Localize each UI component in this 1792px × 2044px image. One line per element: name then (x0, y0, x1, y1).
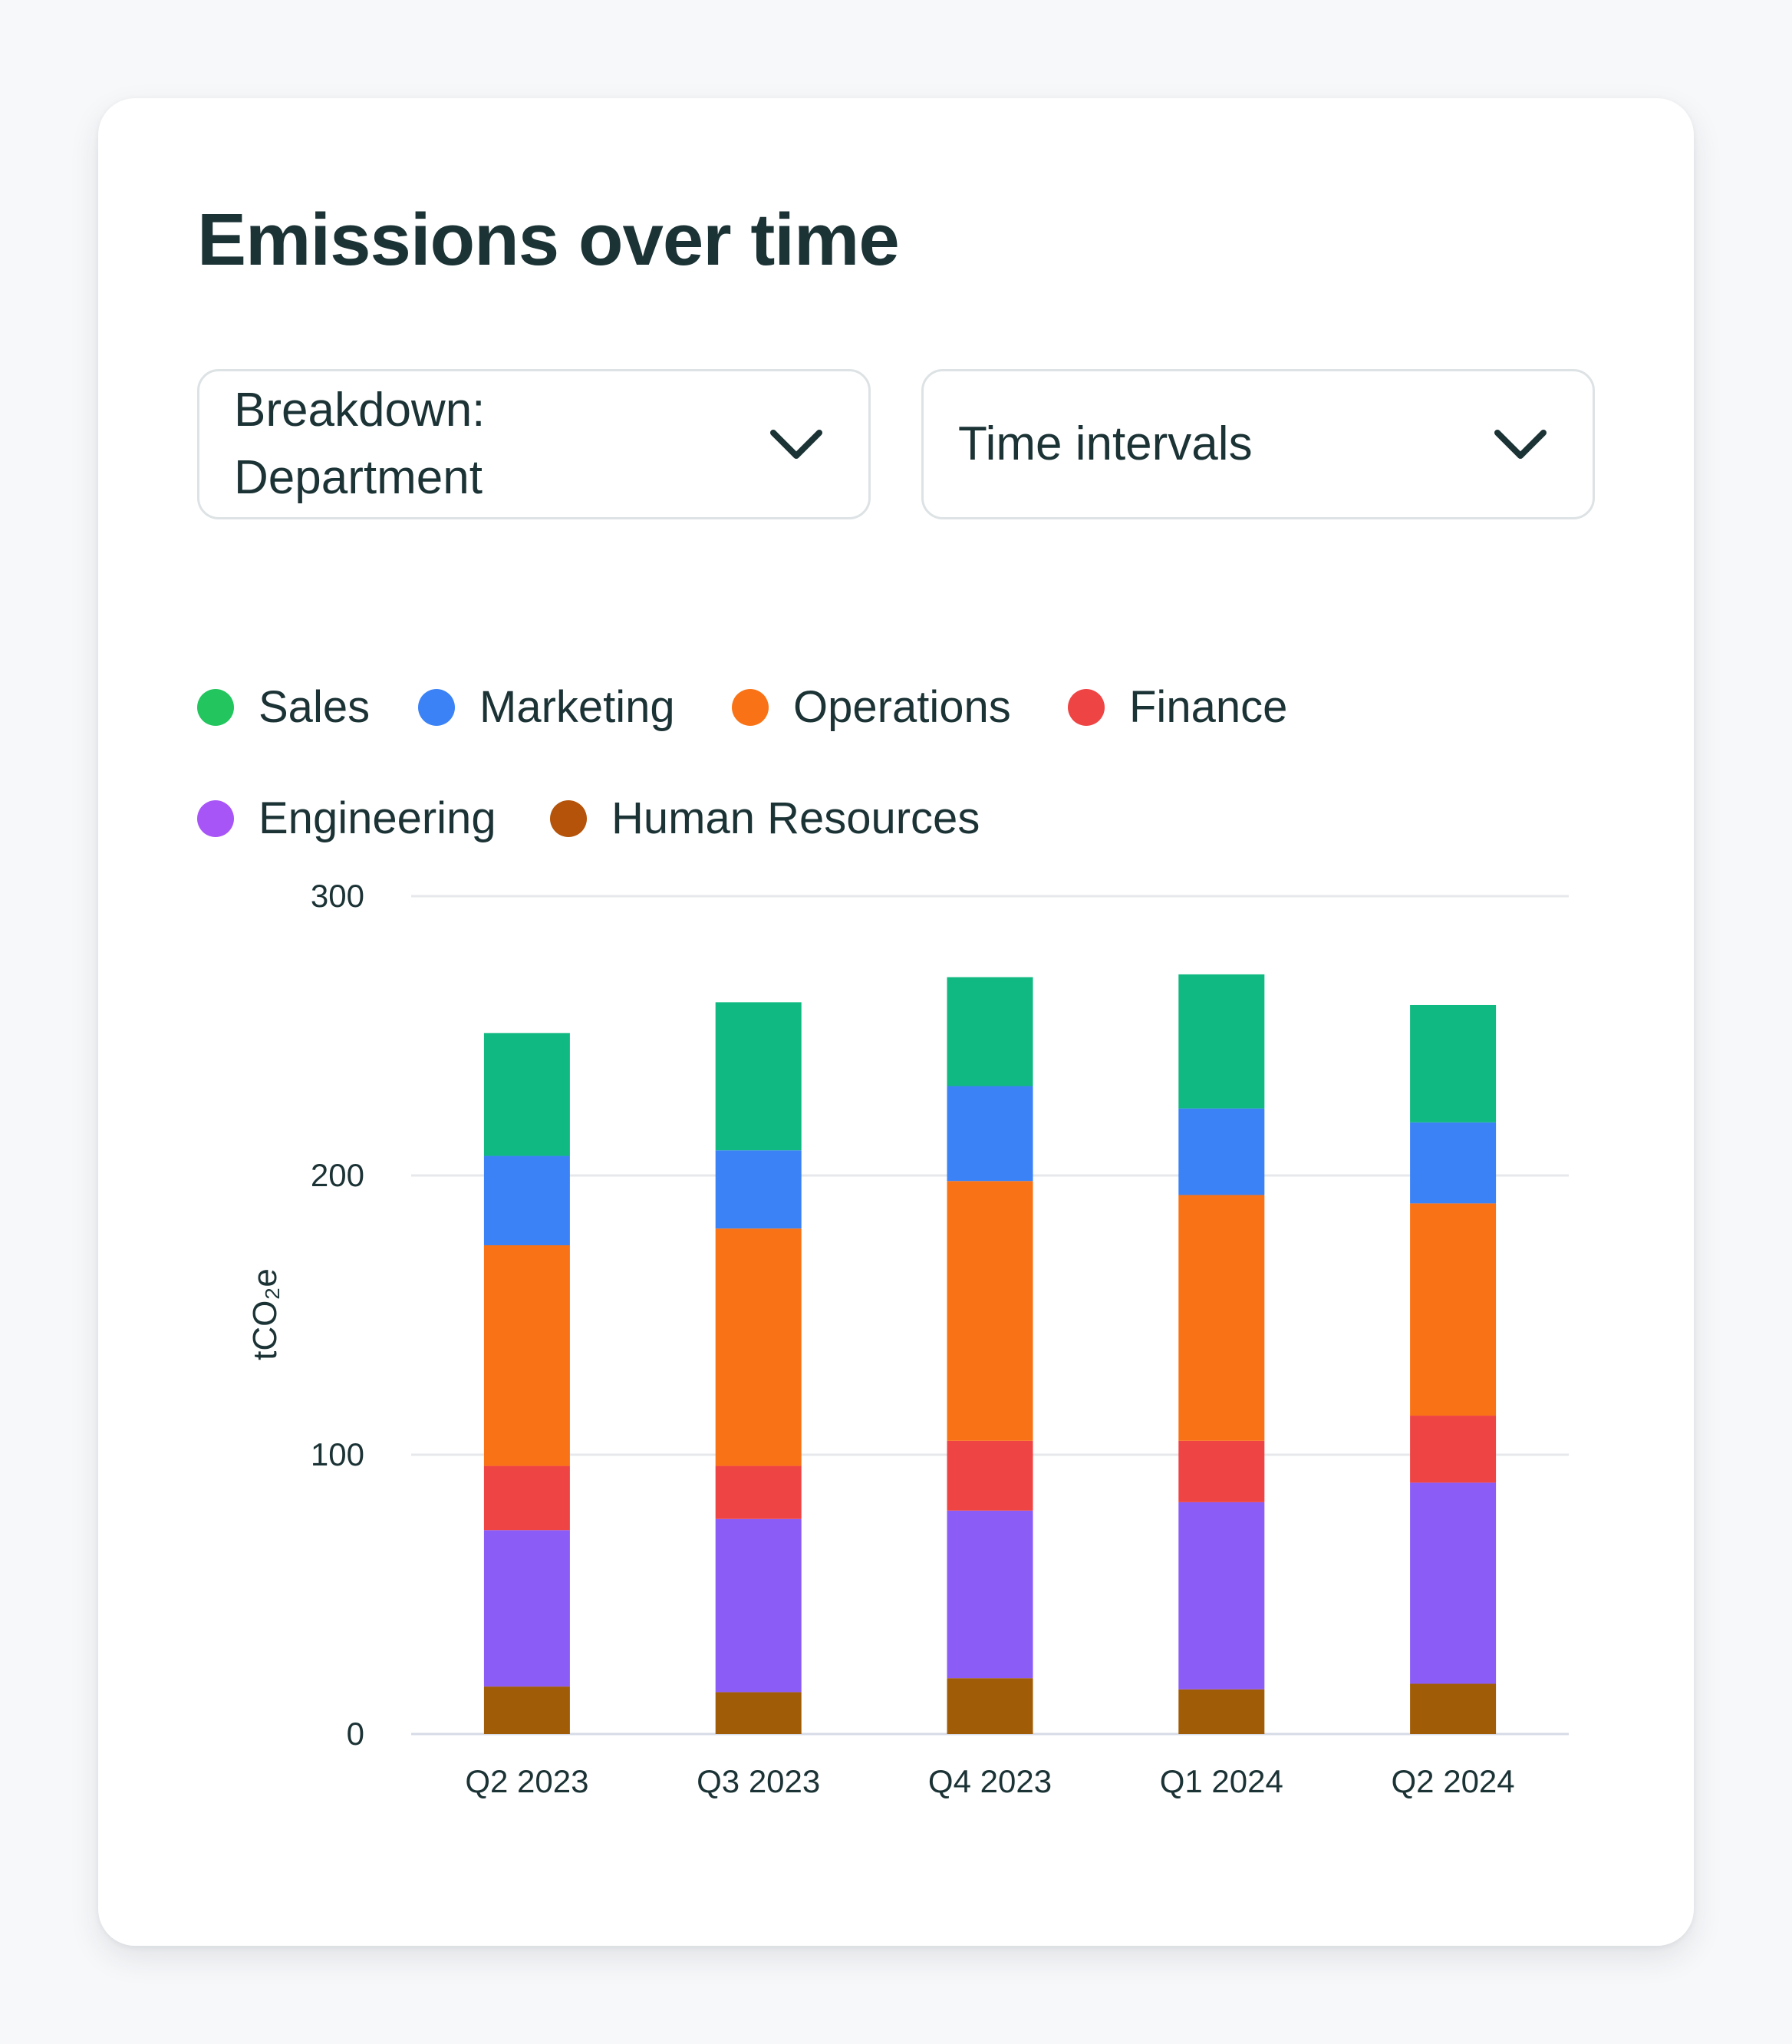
bar-segment[interactable] (715, 1518, 802, 1693)
bar-segment[interactable] (1410, 1122, 1497, 1204)
bar-segment[interactable] (947, 1678, 1033, 1734)
bar-segment[interactable] (947, 1510, 1033, 1679)
bar-segment[interactable] (1178, 1108, 1265, 1195)
y-tick-label: 300 (311, 878, 364, 914)
bar-segment[interactable] (947, 1086, 1033, 1182)
tick-labels: 0 100 200 300 Q2 2023 Q3 2023 Q4 2023 Q1 2024 Q2… (311, 878, 1515, 1799)
bars (483, 974, 1497, 1734)
bar-segment[interactable] (1410, 1004, 1497, 1123)
bar-stack[interactable] (483, 1033, 570, 1734)
bar-segment[interactable] (947, 1440, 1033, 1511)
stacked-bar-chart: 0 100 200 300 Q2 2023 Q3 2023 Q4 2023 Q1 2024 Q2… (246, 878, 1569, 1799)
time-intervals-select-label: Time intervals (958, 417, 1253, 470)
bar-segment[interactable] (947, 977, 1033, 1086)
bar-segment[interactable] (715, 1228, 802, 1466)
bar-segment[interactable] (1178, 1440, 1265, 1502)
bar-segment[interactable] (1178, 974, 1265, 1109)
breakdown-select-label: Breakdown: Department (234, 384, 486, 504)
bar-segment[interactable] (483, 1465, 570, 1531)
bar-segment[interactable] (483, 1033, 570, 1156)
bar-segment[interactable] (1178, 1195, 1265, 1441)
bar-stack[interactable] (1410, 1004, 1497, 1734)
x-tick-label: Q4 2023 (928, 1763, 1052, 1799)
bar-segment[interactable] (483, 1156, 570, 1245)
bar-stack[interactable] (715, 1002, 802, 1734)
chevron-down-icon (770, 430, 822, 459)
card-title: Emissions over time (197, 199, 900, 281)
y-axis-title: tCO₂e (246, 1268, 284, 1360)
y-tick-label: 200 (311, 1157, 364, 1193)
legend-item-engineering[interactable]: Engineering (197, 793, 496, 844)
bar-segment[interactable] (483, 1245, 570, 1466)
time-intervals-select[interactable]: Time intervals (921, 369, 1595, 519)
legend-label: Marketing (479, 682, 675, 732)
x-tick-label: Q1 2024 (1160, 1763, 1283, 1799)
y-tick-label: 0 (347, 1716, 364, 1752)
bar-segment[interactable] (1410, 1482, 1497, 1684)
bar-segment[interactable] (715, 1150, 802, 1229)
legend-swatch (197, 799, 234, 837)
emissions-card: Emissions over time Breakdown: Departmen… (98, 98, 1694, 1946)
bar-segment[interactable] (1178, 1689, 1265, 1734)
legend-swatch (1068, 688, 1105, 726)
legend-item-human-resources[interactable]: Human Resources (550, 793, 980, 844)
legend-swatch (197, 688, 234, 726)
legend-swatch (418, 688, 455, 726)
bar-segment[interactable] (715, 1002, 802, 1151)
bar-stack[interactable] (1178, 974, 1265, 1734)
breakdown-select[interactable]: Breakdown: Department (197, 369, 871, 519)
legend-label: Sales (259, 682, 371, 732)
x-tick-label: Q2 2024 (1392, 1763, 1515, 1799)
bar-segment[interactable] (483, 1530, 570, 1687)
legend-item-sales[interactable]: Sales (197, 681, 370, 733)
y-tick-label: 100 (311, 1436, 364, 1472)
legend-label: Human Resources (611, 793, 980, 843)
legend-item-finance[interactable]: Finance (1068, 681, 1287, 733)
x-tick-label: Q3 2023 (697, 1763, 820, 1799)
bar-segment[interactable] (483, 1686, 570, 1734)
bar-segment[interactable] (1178, 1502, 1265, 1690)
legend-label: Engineering (259, 793, 496, 843)
legend-item-marketing[interactable]: Marketing (418, 681, 675, 733)
bar-stack[interactable] (947, 977, 1033, 1734)
legend-swatch (732, 688, 769, 726)
x-tick-label: Q2 2023 (465, 1763, 588, 1799)
legend-label: Finance (1129, 682, 1288, 732)
bar-segment[interactable] (947, 1181, 1033, 1441)
bar-segment[interactable] (715, 1465, 802, 1519)
bar-segment[interactable] (715, 1692, 802, 1734)
bar-segment[interactable] (1410, 1416, 1497, 1483)
bar-segment[interactable] (1410, 1683, 1497, 1734)
legend-swatch (550, 799, 587, 837)
legend-label: Operations (793, 682, 1011, 732)
chevron-down-icon (1494, 430, 1547, 459)
bar-segment[interactable] (1410, 1203, 1497, 1416)
legend-item-operations[interactable]: Operations (732, 681, 1011, 733)
